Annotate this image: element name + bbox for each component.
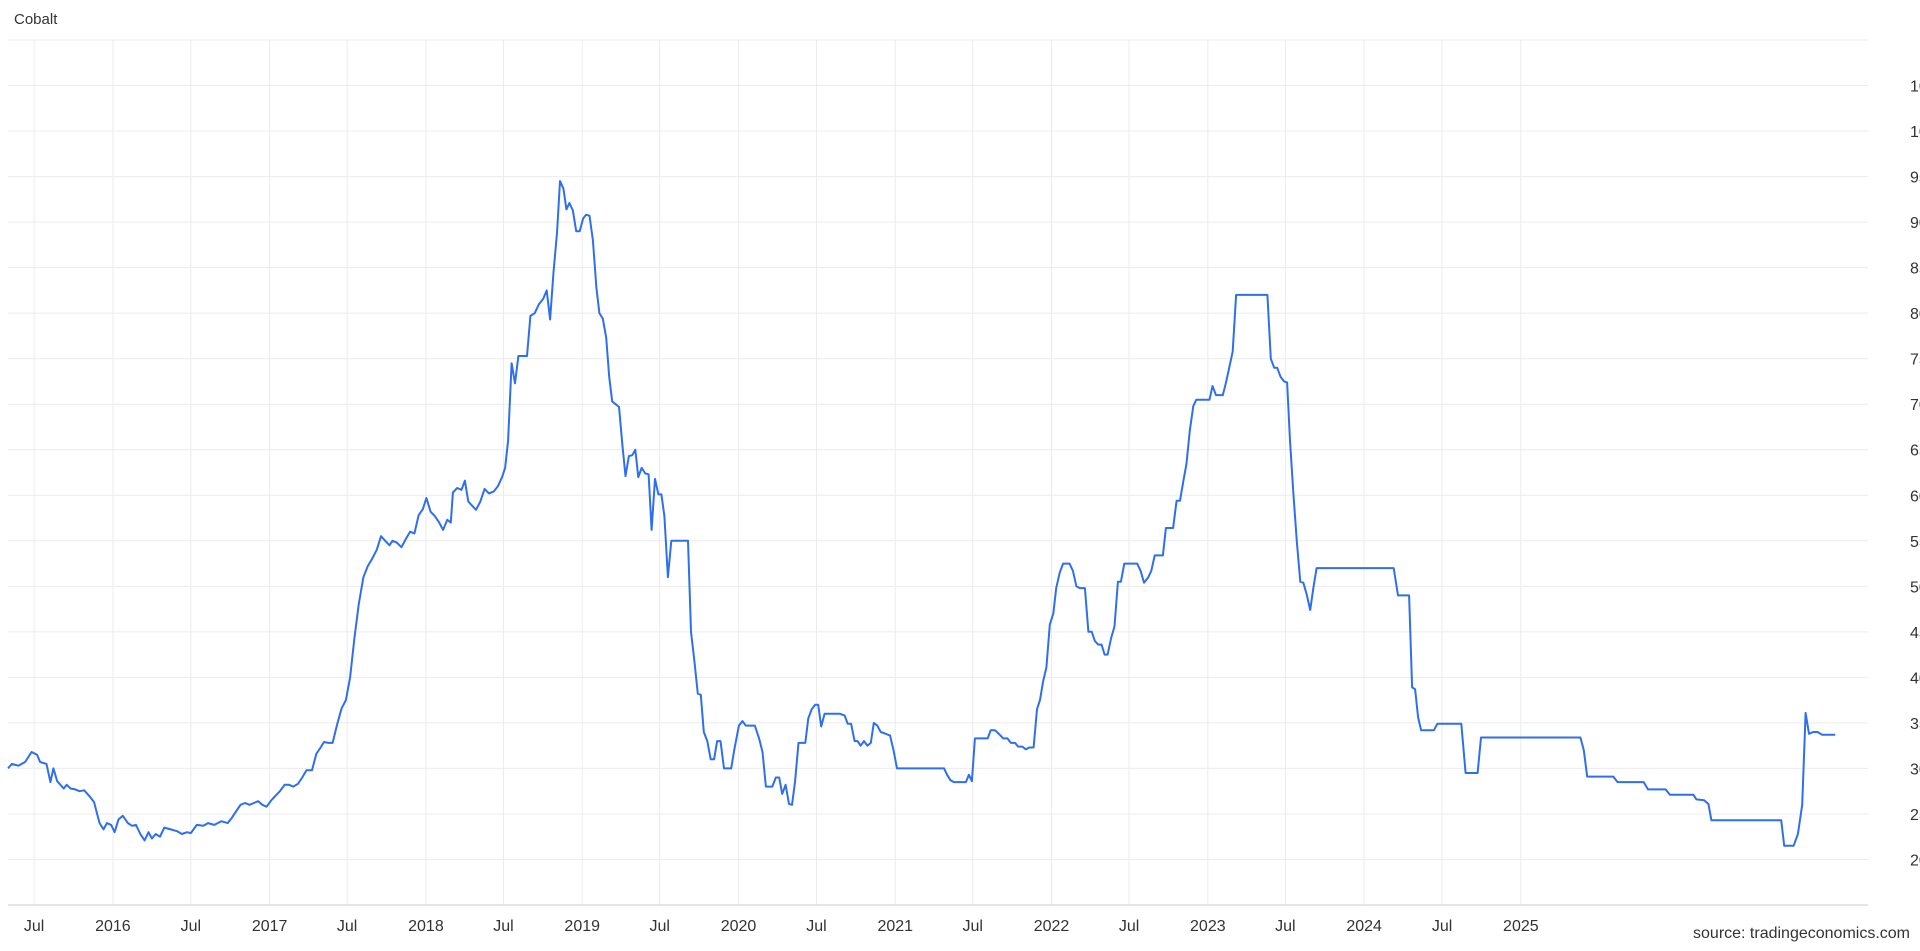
y-tick-label: 40000 xyxy=(1910,670,1920,687)
x-tick-label: Jul xyxy=(493,918,513,935)
x-tick-label: 2024 xyxy=(1346,918,1382,935)
x-tick-label: Jul xyxy=(181,918,201,935)
y-tick-label: 90000 xyxy=(1910,215,1920,232)
x-tick-label: Jul xyxy=(337,918,357,935)
x-tick-label: 2016 xyxy=(95,918,131,935)
y-tick-label: 75000 xyxy=(1910,352,1920,369)
series-line xyxy=(7,180,1836,847)
y-tick-label: 45000 xyxy=(1910,625,1920,642)
x-tick-label: Jul xyxy=(963,918,983,935)
x-tick-label: 2022 xyxy=(1034,918,1070,935)
y-tick-label: 35000 xyxy=(1910,716,1920,733)
y-tick-label: 25000 xyxy=(1910,807,1920,824)
y-tick-label: 20000 xyxy=(1910,852,1920,869)
x-tick-label: 2023 xyxy=(1190,918,1226,935)
x-tick-label: Jul xyxy=(1432,918,1452,935)
source-credit: source: tradingeconomics.com xyxy=(1693,925,1910,942)
x-tick-label: 2019 xyxy=(564,918,600,935)
x-tick-label: 2020 xyxy=(721,918,757,935)
y-tick-label: 30000 xyxy=(1910,761,1920,778)
x-tick-label: Jul xyxy=(806,918,826,935)
x-tick-label: Jul xyxy=(24,918,44,935)
y-tick-label: 105000 xyxy=(1910,79,1920,96)
x-tick-label: Jul xyxy=(1119,918,1139,935)
y-tick-label: 65000 xyxy=(1910,443,1920,460)
x-tick-label: Jul xyxy=(1275,918,1295,935)
y-tick-label: 95000 xyxy=(1910,170,1920,187)
x-tick-label: 2017 xyxy=(252,918,288,935)
y-tick-label: 85000 xyxy=(1910,261,1920,278)
y-tick-label: 80000 xyxy=(1910,306,1920,323)
grid xyxy=(8,39,1868,905)
x-tick-label: Jul xyxy=(650,918,670,935)
y-tick-label: 70000 xyxy=(1910,397,1920,414)
y-tick-label: 60000 xyxy=(1910,488,1920,505)
x-axis-ticks: Jul 2016 Jul 2017 Jul 2018 Jul 2019 Jul 2020 Jul 20… xyxy=(24,918,1539,935)
x-tick-label: 2025 xyxy=(1503,918,1539,935)
y-tick-label: 100000 xyxy=(1910,124,1920,141)
y-axis-ticks: 20000 25000 30000 35000 40000 45000 50000 55000… xyxy=(1910,79,1920,870)
y-tick-label: 50000 xyxy=(1910,579,1920,596)
y-tick-label: 55000 xyxy=(1910,534,1920,551)
chart-title: Cobalt xyxy=(14,11,58,28)
x-tick-label: 2018 xyxy=(408,918,444,935)
x-tick-label: 2021 xyxy=(877,918,913,935)
